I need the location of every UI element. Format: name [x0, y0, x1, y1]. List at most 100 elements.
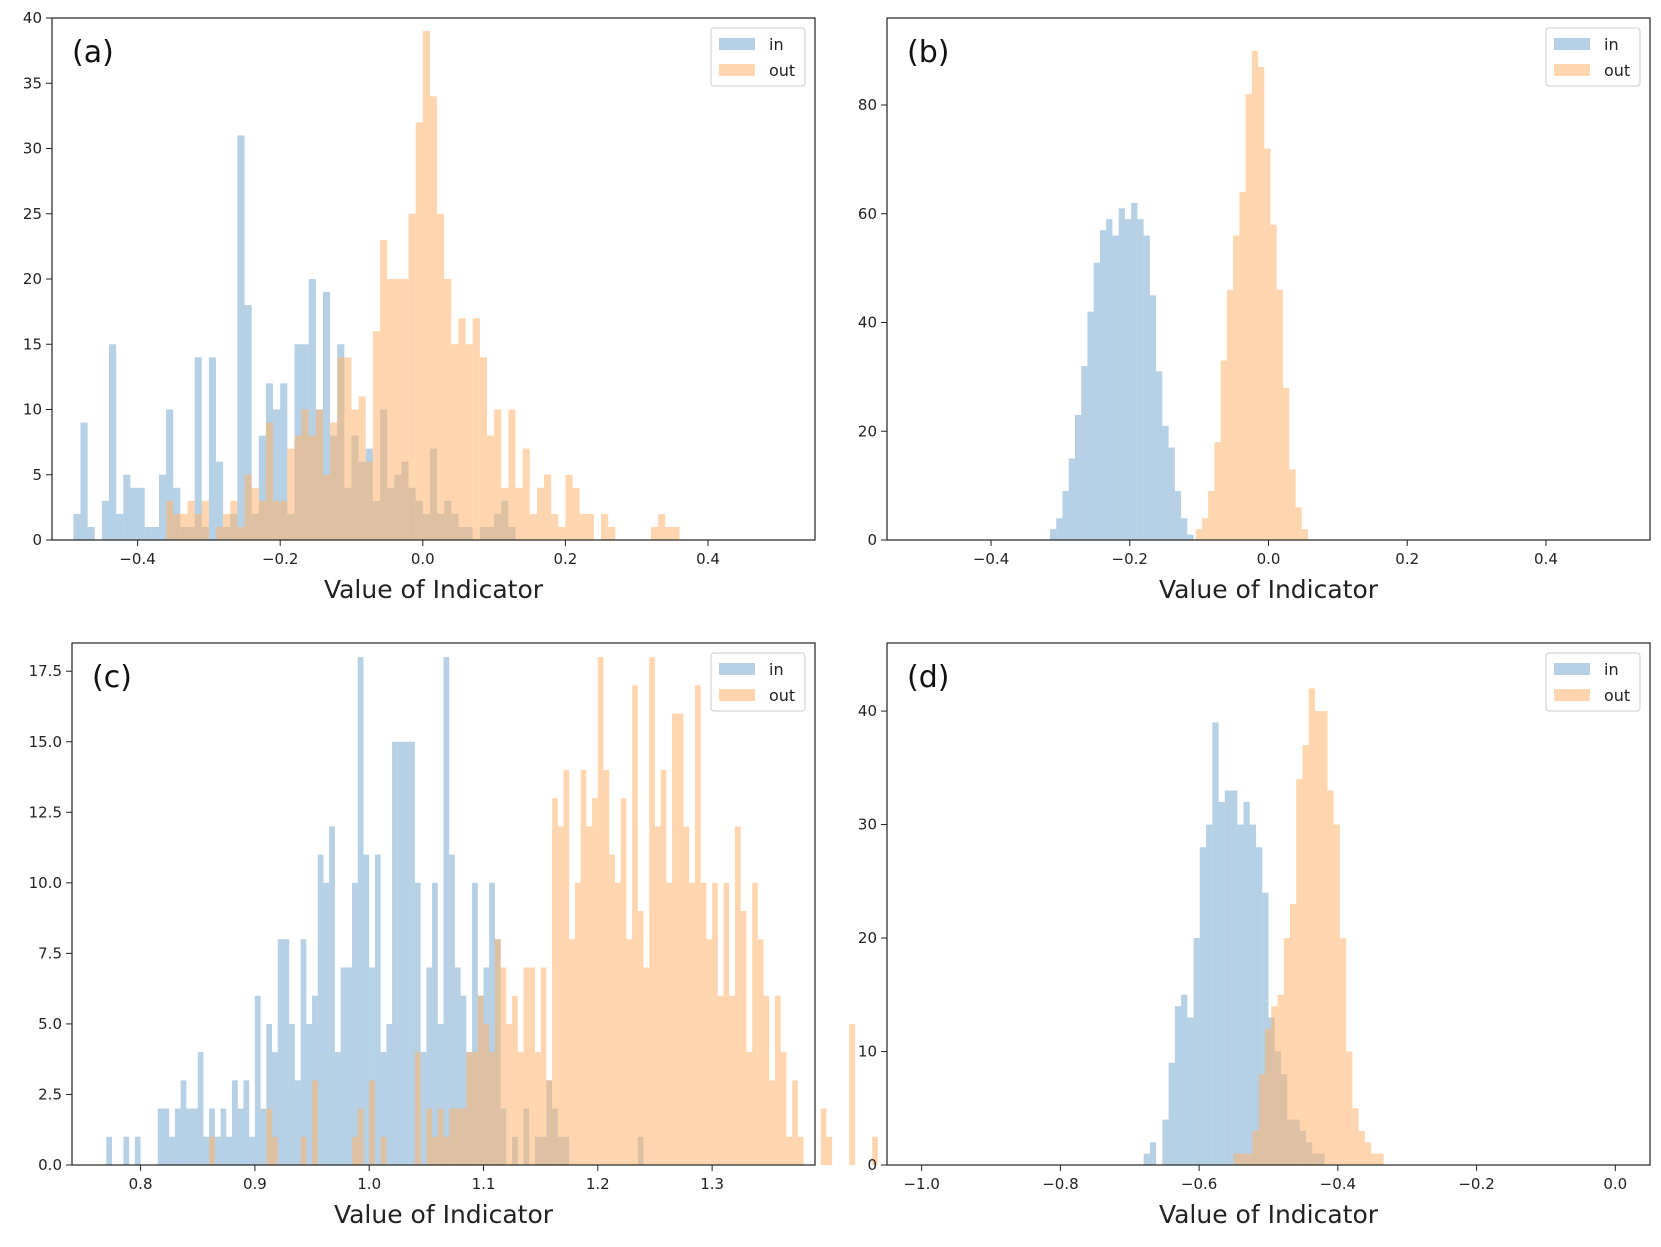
bar-out	[1240, 1153, 1247, 1165]
histogram-bars	[106, 657, 878, 1165]
bar-out	[472, 1052, 478, 1165]
histogram-bars	[73, 31, 680, 541]
bar-out	[380, 239, 388, 540]
bar-out	[558, 526, 566, 540]
y-tick-label: 0.0	[38, 1156, 62, 1174]
bar-in	[1143, 235, 1150, 540]
legend-swatch-out	[1554, 689, 1590, 701]
bar-in	[123, 474, 131, 540]
bar-in	[1162, 425, 1169, 540]
legend-swatch-out	[719, 64, 755, 76]
bar-in	[357, 657, 364, 1165]
bar-out	[597, 657, 604, 1165]
bar-out	[592, 798, 598, 1165]
bar-out	[579, 513, 587, 540]
bar-in	[280, 383, 288, 540]
y-tick-label: 5.0	[38, 1015, 62, 1033]
bar-out	[872, 1136, 878, 1165]
bar-in	[443, 657, 450, 1165]
y-tick-label: 20	[858, 929, 877, 947]
y-tick-label: 80	[858, 96, 877, 114]
bar-out	[244, 474, 252, 540]
bar-out	[1289, 469, 1296, 540]
bar-out	[486, 435, 495, 540]
plot-frame	[71, 642, 816, 1166]
bar-in	[237, 135, 245, 540]
bar-in	[1224, 790, 1232, 1165]
bar-in	[1156, 371, 1163, 540]
bar-out	[1258, 1074, 1266, 1165]
x-tick-label: 0.0	[1257, 550, 1281, 568]
bar-in	[1187, 1017, 1194, 1165]
bar-out	[1251, 50, 1259, 541]
y-tick-label: 20	[858, 422, 877, 440]
bar-out	[552, 798, 558, 1165]
x-axis-title: Value of Indicator	[334, 1200, 554, 1229]
x-tick-label: 0.2	[553, 550, 577, 568]
bar-in	[244, 305, 252, 540]
bar-in	[1050, 529, 1057, 541]
bar-out	[740, 911, 747, 1165]
bar-out	[608, 526, 616, 540]
x-tick-label: 0.4	[1534, 550, 1558, 568]
bar-out	[1277, 994, 1284, 1165]
bar-out	[489, 1052, 495, 1165]
bar-out	[1195, 529, 1202, 541]
bar-out	[477, 995, 484, 1165]
bar-in	[1074, 414, 1082, 540]
bar-out	[569, 939, 575, 1165]
bar-out	[1308, 688, 1315, 1165]
bar-out	[300, 1136, 307, 1165]
bar-out	[216, 526, 224, 540]
bar-in	[1149, 1142, 1157, 1165]
bar-out	[415, 122, 423, 541]
bar-out	[369, 1080, 375, 1165]
bar-out	[1358, 1130, 1365, 1165]
bar-out	[1377, 1153, 1384, 1165]
bar-in	[1181, 518, 1188, 540]
bar-out	[237, 526, 245, 540]
bar-in	[1112, 235, 1119, 540]
bar-in	[460, 995, 467, 1165]
bar-in	[151, 526, 159, 540]
bar-in	[249, 1136, 255, 1165]
y-tick-label: 60	[858, 205, 877, 223]
bar-out	[700, 882, 707, 1165]
bar-in	[1068, 458, 1075, 540]
x-tick-label: 0.4	[696, 550, 720, 568]
bar-out	[344, 357, 352, 540]
bar-in	[409, 741, 415, 1165]
bar-in	[352, 882, 358, 1165]
bar-out	[1371, 1153, 1378, 1165]
bar-in	[323, 882, 330, 1165]
bar-out	[557, 826, 564, 1165]
bar-out	[1245, 94, 1252, 541]
series-in	[106, 657, 644, 1165]
bar-out	[522, 448, 530, 540]
bar-out	[308, 435, 316, 540]
bar-out	[780, 1052, 787, 1165]
bar-out	[1276, 289, 1284, 541]
bar-in	[1199, 847, 1207, 1165]
y-tick-label: 10	[858, 1043, 877, 1061]
y-tick-label: 0	[867, 531, 877, 549]
bar-in	[454, 967, 461, 1165]
bar-out	[797, 1136, 804, 1165]
bar-in	[203, 1136, 210, 1165]
bar-in	[169, 1136, 175, 1165]
bar-out	[706, 939, 713, 1165]
bar-out	[312, 1080, 318, 1165]
bar-out	[643, 967, 650, 1165]
bar-out	[734, 826, 741, 1165]
x-tick-label: 1.3	[700, 1175, 724, 1193]
bar-out	[372, 331, 381, 540]
bar-in	[158, 474, 167, 540]
bar-out	[479, 357, 487, 540]
panel-a: −0.4 −0.2 0.0 0.2 0.4 0 5 10 15 20 25 30 35 40 Value o…	[23, 9, 816, 604]
bar-in	[432, 882, 438, 1165]
panel-c: 0.8 0.9 1.0 1.1 1.2 1.3 0.0 2.5 5.0 7.5 10.0 12.5 15…	[29, 642, 878, 1229]
series-in	[1050, 202, 1194, 541]
bar-in	[197, 1052, 204, 1165]
panel-label: (c)	[92, 660, 132, 695]
bar-out	[465, 344, 473, 540]
